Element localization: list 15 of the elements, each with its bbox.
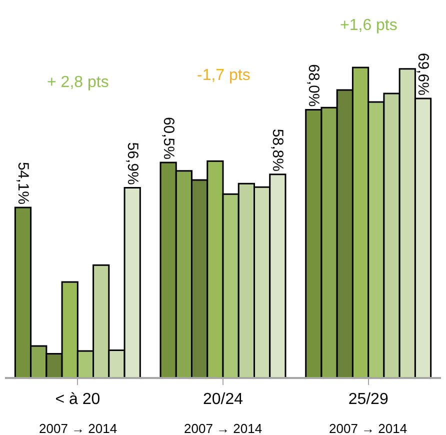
data-label: 60,5% [160,116,177,160]
data-label: 69,6% [414,52,432,96]
x-tick-label: 20/24 [202,390,244,408]
text: 2007 → 2014 [329,421,408,435]
text: 2007 → 2014 [39,421,118,435]
x-tick-label: < à 20 [55,390,100,408]
data-label: 58,8% [269,128,286,172]
annotation: +1,6 pts [340,17,398,34]
data-label: 54,1% [14,162,32,204]
annotation: -1,7 pts [197,67,250,84]
data-label: 68,0% [305,64,322,107]
x-tick-label: 25/29 [348,390,388,408]
annotation: + 2,8 pts [47,74,109,91]
data-label: 56,9% [124,142,141,185]
text: 2007 → 2014 [184,421,262,435]
